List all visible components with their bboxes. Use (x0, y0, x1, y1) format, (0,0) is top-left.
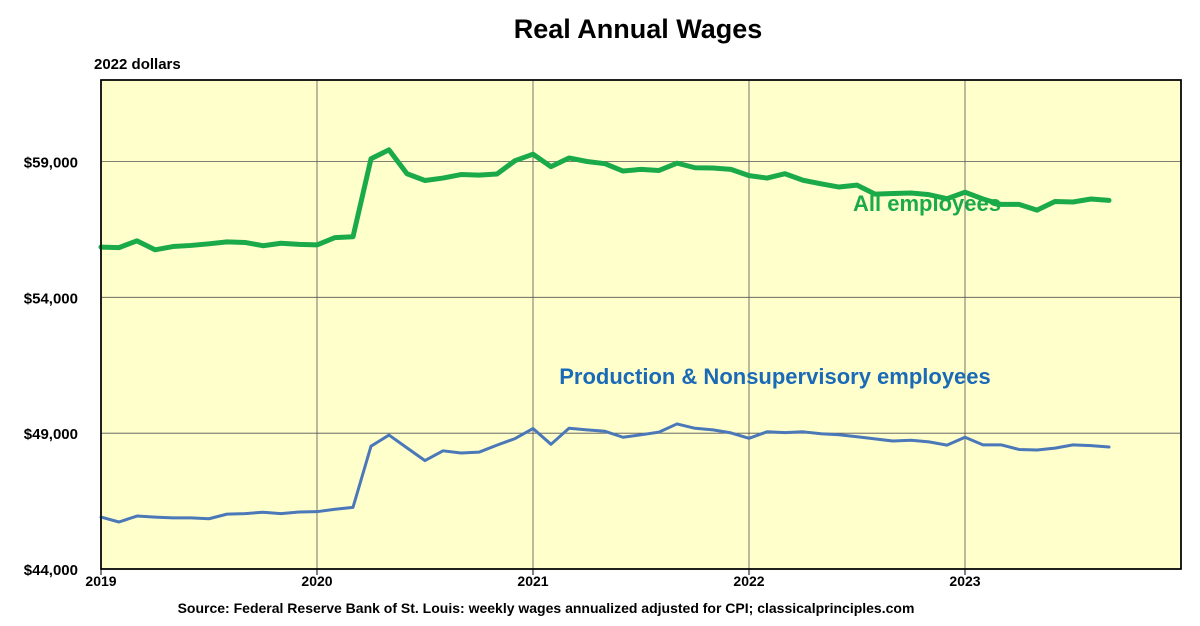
x-tick-label: 2023 (949, 573, 980, 589)
x-tick-label: 2022 (733, 573, 764, 589)
y-tick-label: $54,000 (24, 290, 78, 307)
x-tick-label: 2020 (301, 573, 332, 589)
x-tick-label: 2021 (517, 573, 548, 589)
y-axis-unit-label: 2022 dollars (94, 56, 181, 73)
axis-ticks: $44,000 $49,000 $54,000 $59,000 2019 2020 2021… (24, 155, 981, 590)
series-line-all-employees (98, 147, 1112, 253)
y-tick-label: $49,000 (24, 426, 78, 443)
source-note: Source: Federal Reserve Bank of St. Loui… (178, 600, 915, 616)
plot-area (100, 79, 1182, 570)
x-tick-label: 2019 (85, 573, 116, 589)
series-label-all-employees: All employees (853, 191, 1001, 216)
series-label-production-employees: Production & Nonsupervisory employees (559, 364, 991, 389)
chart-title: Real Annual Wages (514, 14, 763, 44)
plot-border (100, 79, 1182, 570)
y-tick-label: $44,000 (24, 562, 78, 579)
series-line-production-employees (99, 422, 1111, 524)
y-tick-label: $59,000 (24, 155, 78, 172)
gridlines (101, 80, 1181, 569)
series-lines (98, 147, 1112, 524)
